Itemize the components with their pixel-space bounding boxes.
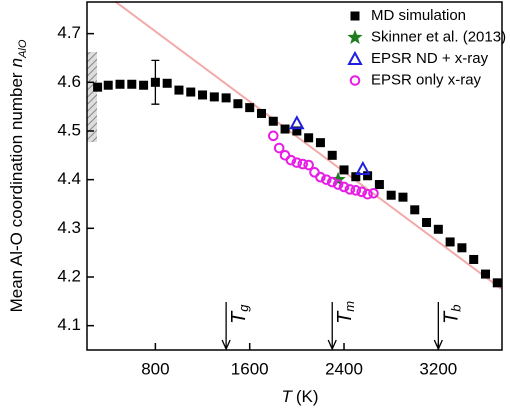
circle-marker	[321, 174, 332, 185]
square-marker	[351, 172, 361, 182]
arrow-head	[221, 339, 231, 351]
circle-marker	[356, 186, 368, 198]
arrow-head	[433, 339, 443, 351]
circle-marker	[344, 184, 356, 195]
square-marker	[186, 87, 196, 97]
square-marker	[480, 269, 490, 279]
x-label-unit: (K)	[296, 387, 319, 406]
circle-marker	[326, 176, 338, 188]
square-marker	[339, 165, 349, 175]
annotation-sub: m	[343, 301, 358, 312]
x-label-symbol: T	[281, 387, 293, 406]
annotation-sub: b	[449, 305, 464, 312]
x-tick-label: 1600	[231, 359, 269, 378]
legend-label: EPSR ND + x-ray	[371, 50, 489, 67]
annotation-sub: g	[237, 304, 252, 312]
circle-marker	[273, 142, 285, 154]
square-marker	[221, 93, 231, 103]
triangle-marker	[347, 50, 363, 65]
square-marker	[198, 90, 208, 100]
square-marker	[245, 103, 255, 113]
circle-marker	[297, 158, 309, 170]
square-marker	[150, 77, 160, 87]
hatched-region	[87, 52, 97, 142]
circle-marker	[362, 188, 373, 200]
square-marker	[492, 278, 502, 288]
y-tick-label: 4.7	[57, 23, 81, 42]
circle-marker	[285, 154, 297, 166]
square-marker	[350, 11, 360, 21]
annotation-label: Tg	[228, 304, 251, 324]
square-marker	[292, 126, 302, 136]
plot-frame	[86, 1, 503, 351]
circle-marker	[291, 157, 303, 168]
square-marker	[445, 237, 455, 247]
y-label-sub: AlO	[17, 39, 29, 59]
circle-marker	[315, 171, 326, 183]
legend-label: EPSR only x-ray	[371, 71, 482, 88]
y-tick-label: 4.4	[57, 169, 81, 188]
circle-marker	[368, 187, 379, 199]
square-marker	[457, 243, 467, 253]
annotation-label: Tm	[335, 301, 358, 324]
fit-line	[114, 0, 502, 290]
y-tick-label: 4.2	[57, 266, 81, 285]
square-marker	[209, 92, 219, 102]
star-marker	[347, 29, 363, 44]
square-marker	[115, 79, 125, 89]
circle-marker	[349, 75, 361, 86]
square-marker	[386, 190, 396, 200]
triangle-marker	[355, 160, 371, 175]
circle-marker	[303, 159, 314, 171]
circle-marker	[338, 181, 350, 193]
square-marker	[327, 150, 337, 160]
square-marker	[233, 99, 243, 109]
x-tick-label: 800	[141, 359, 169, 378]
square-marker	[363, 171, 373, 181]
square-marker	[127, 79, 137, 89]
y-tick-label: 4.3	[57, 218, 81, 237]
arrow-head	[327, 339, 337, 351]
y-tick-label: 4.5	[57, 120, 81, 139]
square-marker	[315, 138, 325, 148]
x-tick-label: 2400	[325, 359, 363, 378]
square-marker	[162, 78, 172, 88]
star-marker	[330, 171, 346, 187]
y-label-symbol: n	[7, 58, 26, 67]
triangle-marker	[289, 115, 305, 130]
square-marker	[422, 217, 432, 227]
square-marker	[93, 82, 103, 92]
square-marker	[268, 116, 278, 126]
square-marker	[304, 133, 314, 143]
legend-label: MD simulation	[371, 7, 466, 24]
square-marker	[410, 205, 420, 215]
y-axis-label: Mean Al-O coordination number nAlO	[7, 39, 28, 312]
y-label-text: Mean Al-O coordination number	[7, 72, 26, 312]
annotation-symbol: T	[335, 310, 357, 324]
square-marker	[256, 108, 266, 118]
annotation-symbol: T	[441, 310, 463, 324]
circle-marker	[267, 130, 279, 142]
circle-marker	[350, 185, 362, 196]
y-tick-label: 4.1	[57, 315, 81, 334]
circle-marker	[332, 179, 344, 190]
square-marker	[469, 254, 479, 264]
square-marker	[103, 80, 113, 90]
annotation-symbol: T	[228, 310, 250, 324]
square-marker	[139, 80, 149, 90]
annotation-label: Tb	[441, 305, 464, 324]
square-marker	[280, 124, 290, 134]
square-marker	[433, 224, 443, 234]
x-axis-label: T (K)	[281, 387, 318, 406]
square-marker	[174, 85, 184, 95]
legend-label: Skinner et al. (2013)	[371, 28, 506, 45]
square-marker	[374, 180, 384, 190]
y-tick-label: 4.6	[57, 72, 81, 91]
square-marker	[398, 192, 408, 202]
x-tick-label: 3200	[419, 359, 457, 378]
